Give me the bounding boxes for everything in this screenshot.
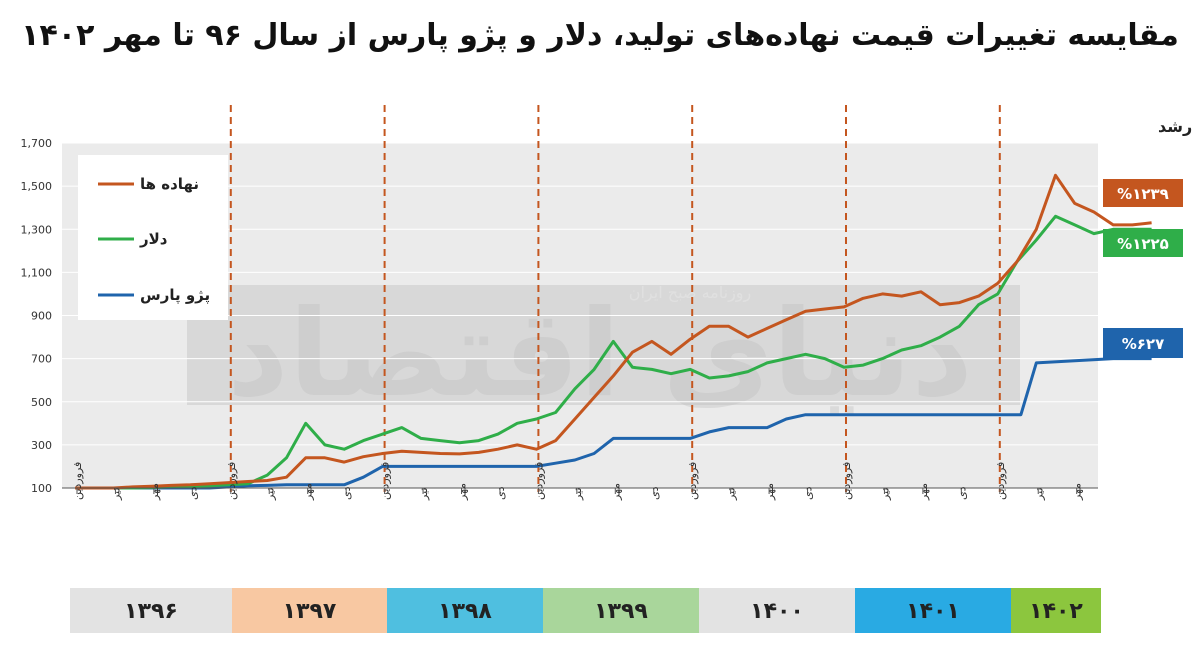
year-bar: ۱۳۹۶ ۱۳۹۷ ۱۳۹۸ ۱۳۹۹ ۱۴۰۰ ۱۴۰۱ ۱۴۰۲: [70, 588, 1101, 633]
year-label: ۱۳۹۸: [438, 599, 492, 624]
x-tick-label: دی: [955, 486, 968, 500]
growth-badge-inputs: [1103, 179, 1183, 207]
x-tick-label: تیر: [417, 488, 430, 501]
chart-title: مقایسه تغییرات قیمت نهاده‌های تولید، دلا…: [21, 18, 1179, 53]
x-tick-label: مهر: [456, 483, 469, 501]
year-label: ۱۳۹۹: [594, 599, 648, 624]
series-lines: [75, 173, 1152, 490]
y-tick-label: 300: [31, 439, 52, 452]
y-axis: 100 300 500 700 900 1,100 1,300 1,500 1,700: [21, 137, 53, 495]
y-tick-label: 100: [31, 482, 52, 495]
legend-label-dollar: دلار: [139, 230, 168, 248]
x-tick-label: تیر: [725, 488, 738, 501]
x-tick-label: مهر: [609, 483, 622, 501]
growth-badge-peugeot: [1103, 328, 1183, 358]
series-line-1: [75, 214, 1152, 490]
x-tick-label: مهر: [302, 483, 315, 501]
x-tick-label: فروردین: [840, 462, 853, 500]
x-tick-label: تیر: [109, 488, 122, 501]
x-tick-label: فروردین: [379, 462, 392, 500]
growth-badge-dollar: [1103, 229, 1183, 257]
x-tick-label: مهر: [1071, 483, 1084, 501]
year-cell: [1011, 588, 1101, 633]
legend-label-inputs: نهاده ها: [140, 175, 199, 193]
x-tick-label: تیر: [571, 488, 584, 501]
x-tick-label: دی: [494, 486, 507, 500]
x-tick-label: تیر: [263, 488, 276, 501]
y-tick-label: 1,700: [21, 137, 53, 150]
growth-value-peugeot: %۶۲۷: [1122, 335, 1165, 353]
year-cell: [70, 588, 232, 633]
x-tick-label: دی: [802, 486, 815, 500]
growth-badges: %۱۲۳۹ %۱۲۲۵ %۶۲۷: [1103, 179, 1183, 358]
watermark: دنیای اقتصاد روزنامه صبح ایران: [227, 283, 973, 424]
year-markers: [229, 105, 1001, 492]
y-tick-label: 500: [31, 396, 52, 409]
x-tick-label: مهر: [763, 483, 776, 501]
growth-value-dollar: %۱۲۲۵: [1117, 235, 1169, 253]
y-tick-label: 700: [31, 353, 52, 366]
y-tick-label: 1,300: [21, 223, 53, 236]
x-tick-label: تیر: [878, 488, 891, 501]
legend-label-peugeot: پژو پارس: [140, 286, 210, 305]
year-cell: [232, 588, 387, 633]
x-tick-label: تیر: [1032, 488, 1045, 501]
year-cell: [855, 588, 1011, 633]
year-label: ۱۴۰۲: [1029, 599, 1083, 624]
x-tick-label: فروردین: [686, 462, 699, 500]
year-cell: [543, 588, 699, 633]
legend: نهاده ها دلار پژو پارس: [78, 155, 228, 320]
year-label: ۱۳۹۷: [283, 599, 337, 624]
x-tick-label: فروردین: [71, 462, 84, 500]
y-tick-label: 1,500: [21, 180, 53, 193]
y-tick-label: 900: [31, 310, 52, 323]
year-label: ۱۴۰۱: [906, 599, 960, 624]
x-tick-label: دی: [648, 486, 661, 500]
year-cell: [699, 588, 855, 633]
year-label: ۱۴۰۰: [750, 599, 804, 624]
watermark-brand: دنیای اقتصاد: [227, 285, 973, 424]
growth-header: رشد: [1158, 117, 1192, 136]
year-label: ۱۳۹۶: [124, 599, 178, 624]
x-tick-label: فروردین: [994, 462, 1007, 500]
x-tick-label: دی: [186, 486, 199, 500]
series-line-0: [75, 173, 1152, 490]
x-axis: فروردین تیر مهر دی فروردین تیر مهر دی فروردین تیر…: [71, 462, 1084, 501]
x-tick-label: مهر: [917, 483, 930, 501]
series-line-2: [75, 357, 1152, 490]
x-tick-label: فروردین: [532, 462, 545, 500]
y-tick-label: 1,100: [21, 266, 53, 279]
x-tick-label: دی: [340, 486, 353, 500]
x-tick-label: فروردین: [225, 462, 238, 500]
growth-value-inputs: %۱۲۳۹: [1117, 185, 1169, 203]
year-cell: [387, 588, 543, 633]
x-tick-label: مهر: [148, 483, 161, 501]
watermark-tagline: روزنامه صبح ایران: [629, 283, 752, 303]
